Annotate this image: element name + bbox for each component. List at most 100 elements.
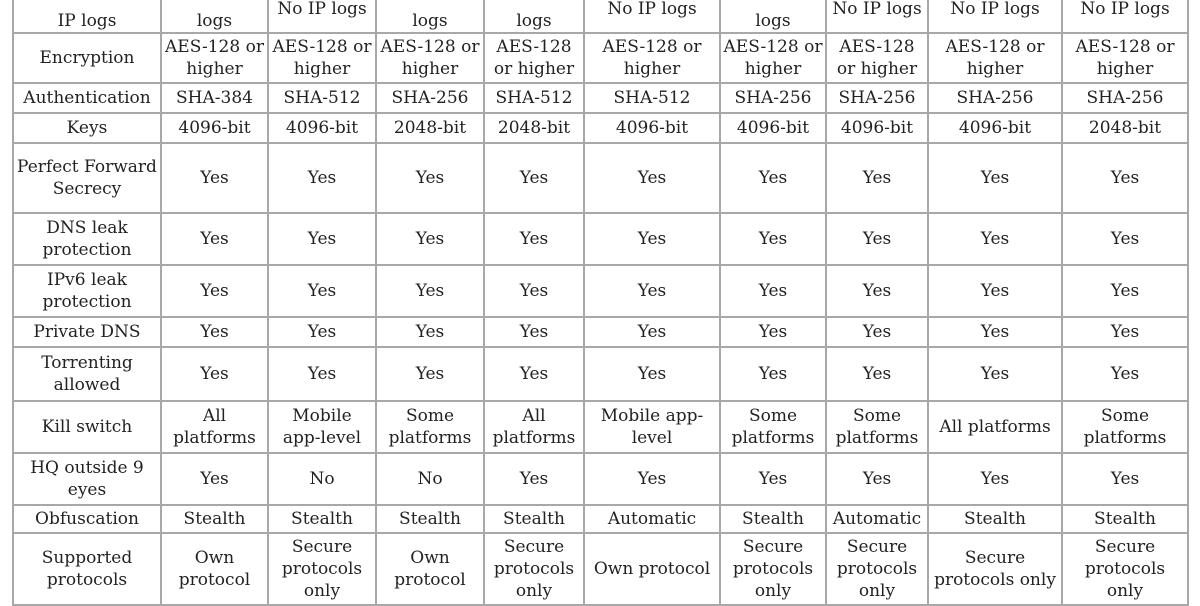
table-cell: Yes	[825, 142, 929, 214]
table-cell: All platforms	[927, 400, 1063, 454]
table-cell: logs	[483, 0, 585, 34]
table-cell: Own protocol	[160, 532, 269, 606]
table-cell: SHA-256	[1061, 82, 1189, 114]
table-row: Torrenting allowed Yes Yes Yes Yes Yes Yes Yes Y…	[12, 346, 1189, 402]
table-cell: AES-128 or higher	[927, 32, 1063, 84]
table-row: IP logs logs No IP logs logs logs No IP logs l…	[12, 0, 1189, 34]
vpn-comparison-table: IP logs logs No IP logs logs logs No IP logs l…	[12, 0, 1189, 606]
table-row: Authentication SHA-384 SHA-512 SHA-256 SHA-5…	[12, 82, 1189, 114]
table-cell: Own protocol	[583, 532, 721, 606]
row-label: IPv6 leak protection	[12, 264, 162, 318]
table-cell: Yes	[927, 346, 1063, 402]
table-cell: Secure protocols only	[927, 532, 1063, 606]
table-row: HQ outside 9 eyes Yes No No Yes Yes Yes Yes Yes Y…	[12, 452, 1189, 506]
table-cell: Yes	[160, 212, 269, 266]
table-cell: Secure protocols only	[825, 532, 929, 606]
table-cell: No IP logs	[583, 0, 721, 34]
table-cell: Secure protocols only	[483, 532, 585, 606]
table-cell: Yes	[483, 452, 585, 506]
table-cell: AES-128 or higher	[1061, 32, 1189, 84]
table-cell: Yes	[483, 316, 585, 348]
row-label: Torrenting allowed	[12, 346, 162, 402]
table-cell: Yes	[825, 452, 929, 506]
table-cell: Yes	[719, 264, 827, 318]
table-cell: Stealth	[719, 504, 827, 534]
table-cell: No IP logs	[1061, 0, 1189, 34]
row-label: Supported protocols	[12, 532, 162, 606]
table-row: IPv6 leak protection Yes Yes Yes Yes Yes Yes Ye…	[12, 264, 1189, 318]
table-cell: 4096-bit	[583, 112, 721, 144]
table-cell: 4096-bit	[825, 112, 929, 144]
row-label: Obfuscation	[12, 504, 162, 534]
table-row: Perfect Forward Secrecy Yes Yes Yes Yes Yes Ye…	[12, 142, 1189, 214]
table-cell: No	[375, 452, 485, 506]
table-row: Supported protocols Own protocol Secure pr…	[12, 532, 1189, 606]
table-cell: Yes	[719, 452, 827, 506]
table-cell: Yes	[825, 264, 929, 318]
table-cell: 2048-bit	[375, 112, 485, 144]
table-cell: Yes	[583, 212, 721, 266]
table-cell: SHA-512	[483, 82, 585, 114]
table-cell: Own protocol	[375, 532, 485, 606]
table-cell: Some platforms	[375, 400, 485, 454]
table-cell: Yes	[583, 142, 721, 214]
table-cell: Yes	[483, 142, 585, 214]
table-cell: Yes	[267, 264, 377, 318]
table-cell: AES-128 or higher	[825, 32, 929, 84]
table-cell: Yes	[483, 212, 585, 266]
table-cell: Yes	[375, 212, 485, 266]
table-cell: Yes	[483, 264, 585, 318]
table-cell: Yes	[160, 264, 269, 318]
table-cell: Stealth	[267, 504, 377, 534]
table-cell: Stealth	[160, 504, 269, 534]
table-cell: Automatic	[825, 504, 929, 534]
table-cell: Yes	[160, 142, 269, 214]
table-cell: Yes	[1061, 452, 1189, 506]
table-cell: Yes	[375, 264, 485, 318]
table-cell: Yes	[719, 316, 827, 348]
table-cell: Yes	[927, 452, 1063, 506]
table-cell: Yes	[160, 316, 269, 348]
table-cell: Yes	[267, 316, 377, 348]
table-cell: SHA-256	[927, 82, 1063, 114]
table-cell: Yes	[160, 452, 269, 506]
table-cell: SHA-512	[267, 82, 377, 114]
table-row: Encryption AES-128 or higher AES-128 or hi…	[12, 32, 1189, 84]
table-cell: logs	[160, 0, 269, 34]
table-cell: 4096-bit	[267, 112, 377, 144]
table-cell: 4096-bit	[719, 112, 827, 144]
table-cell: Yes	[583, 346, 721, 402]
table-cell: 2048-bit	[1061, 112, 1189, 144]
table-cell: AES-128 or higher	[583, 32, 721, 84]
table-cell: 2048-bit	[483, 112, 585, 144]
table-cell: Stealth	[375, 504, 485, 534]
table-cell: AES-128 or higher	[375, 32, 485, 84]
row-label: HQ outside 9 eyes	[12, 452, 162, 506]
table-cell: SHA-256	[825, 82, 929, 114]
table-cell: SHA-256	[719, 82, 827, 114]
table-cell: Yes	[927, 142, 1063, 214]
row-label: Authentication	[12, 82, 162, 114]
table-cell: Yes	[267, 212, 377, 266]
table-cell: SHA-512	[583, 82, 721, 114]
table-row: Obfuscation Stealth Stealth Stealth Stealth A…	[12, 504, 1189, 534]
table-cell: Secure protocols only	[719, 532, 827, 606]
table-cell: Stealth	[1061, 504, 1189, 534]
table-cell: No	[267, 452, 377, 506]
table-cell: No IP logs	[267, 0, 377, 34]
table-cell: Yes	[583, 452, 721, 506]
table-cell: Some platforms	[825, 400, 929, 454]
table-cell: Yes	[927, 212, 1063, 266]
table-row: Kill switch All platforms Mobile app-level…	[12, 400, 1189, 454]
table-cell: Yes	[927, 316, 1063, 348]
row-label: Perfect Forward Secrecy	[12, 142, 162, 214]
table-cell: Yes	[1061, 346, 1189, 402]
table-cell: AES-128 or higher	[719, 32, 827, 84]
table-cell: Mobile app-level	[583, 400, 721, 454]
table-cell: No IP logs	[927, 0, 1063, 34]
table-cell: Secure protocols only	[267, 532, 377, 606]
row-label: IP logs	[12, 0, 162, 34]
table-cell: SHA-384	[160, 82, 269, 114]
table-cell: Yes	[583, 316, 721, 348]
table-body: IP logs logs No IP logs logs logs No IP logs l…	[12, 0, 1189, 606]
